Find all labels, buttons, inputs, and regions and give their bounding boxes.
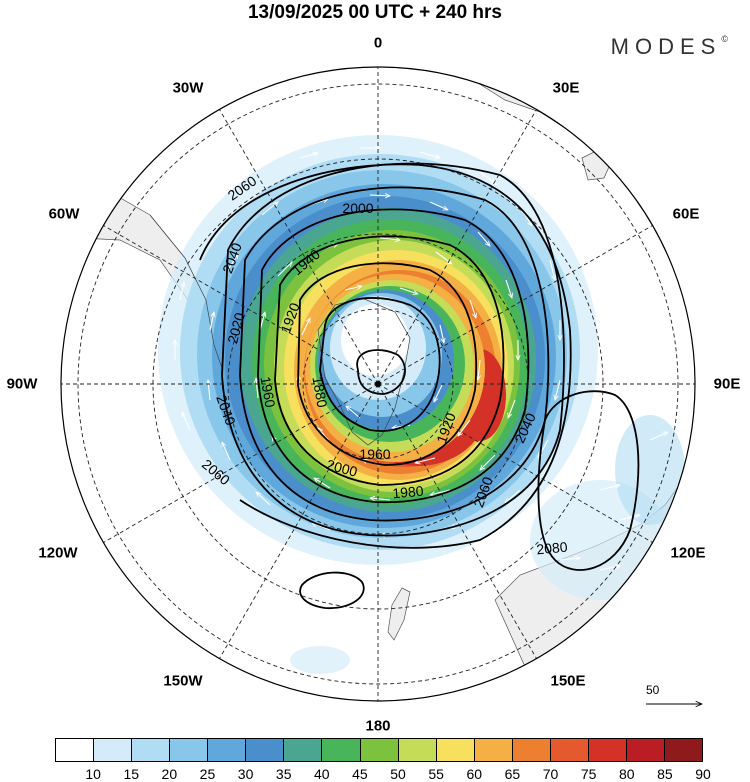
- contour-label: 1960: [359, 446, 391, 462]
- colorbar-tick-label: 85: [657, 766, 673, 782]
- lon-label-150w: 150W: [163, 672, 203, 690]
- colorbar-swatch: [56, 739, 95, 761]
- lon-label-90w: 90W: [6, 375, 38, 393]
- colorbar: [55, 738, 703, 762]
- colorbar-tick-label: 15: [123, 766, 140, 782]
- colorbar-swatch: [284, 739, 323, 761]
- colorbar-tick-label: 25: [199, 766, 216, 782]
- colorbar-tick-label: 40: [314, 766, 330, 782]
- contour-label: 2080: [535, 538, 569, 558]
- colorbar-swatch: [322, 739, 361, 761]
- graticule: [61, 67, 695, 701]
- brand-logo: MODES©: [611, 34, 728, 60]
- lon-label-120w: 120W: [38, 544, 78, 562]
- contour-label: 2000: [342, 200, 374, 216]
- colorbar-tick-label: 20: [161, 766, 178, 782]
- colorbar-swatch: [132, 739, 171, 761]
- colorbar-swatch: [208, 739, 247, 761]
- lon-label-150e: 150E: [550, 672, 586, 690]
- contour-label: 1980: [391, 482, 425, 502]
- colorbar-swatch: [94, 739, 133, 761]
- colorbar-tick-label: 45: [352, 766, 368, 782]
- colorbar-swatch: [246, 739, 285, 761]
- south-pole-marker: [375, 381, 381, 387]
- colorbar-swatch: [436, 739, 475, 761]
- colorbar-swatch: [474, 739, 513, 761]
- map-boundary: [60, 66, 696, 702]
- brand-name: MODES: [610, 34, 722, 59]
- colorbar-tick-label: 60: [466, 766, 483, 782]
- colorbar-swatch: [398, 739, 437, 761]
- colorbar-tick-label: 65: [504, 766, 521, 782]
- lon-label-30e: 30E: [552, 79, 580, 97]
- colorbar-tick-label: 10: [85, 766, 101, 782]
- lon-label-120e: 120E: [670, 544, 706, 562]
- vector-legend-value: 50: [646, 683, 660, 697]
- lon-label-30w: 30W: [172, 79, 204, 97]
- colorbar-tick-label: 70: [542, 766, 559, 782]
- colorbar-tick-label: 30: [237, 766, 254, 782]
- copyright-mark: ©: [721, 33, 728, 44]
- height-contours: [199, 162, 640, 609]
- colorbar-swatch: [550, 739, 589, 761]
- lon-label-90e: 90E: [713, 375, 741, 393]
- lon-label-60e: 60E: [672, 205, 700, 223]
- colorbar-tick-label: 50: [390, 766, 406, 782]
- colorbar-swatch: [360, 739, 399, 761]
- lon-label-60w: 60W: [48, 205, 80, 223]
- new-zealand-landmass: [387, 587, 411, 641]
- colorbar-swatch: [170, 739, 209, 761]
- colorbar-tick-label: 90: [695, 766, 711, 782]
- map-title: 13/09/2025 00 UTC + 240 hrs: [247, 2, 503, 23]
- lon-label-0: 0: [373, 34, 383, 52]
- colorbar-tick-label: 75: [580, 766, 597, 782]
- colorbar-swatch: [588, 739, 627, 761]
- colorbar-tick-label: 55: [428, 766, 444, 782]
- colorbar-swatch: [512, 739, 551, 761]
- colorbar-tick-label: 35: [275, 766, 292, 782]
- colorbar-tick-label: 80: [618, 766, 635, 782]
- colorbar-swatch: [626, 739, 665, 761]
- colorbar-swatch: [665, 739, 703, 761]
- lon-label-180: 180: [365, 717, 391, 735]
